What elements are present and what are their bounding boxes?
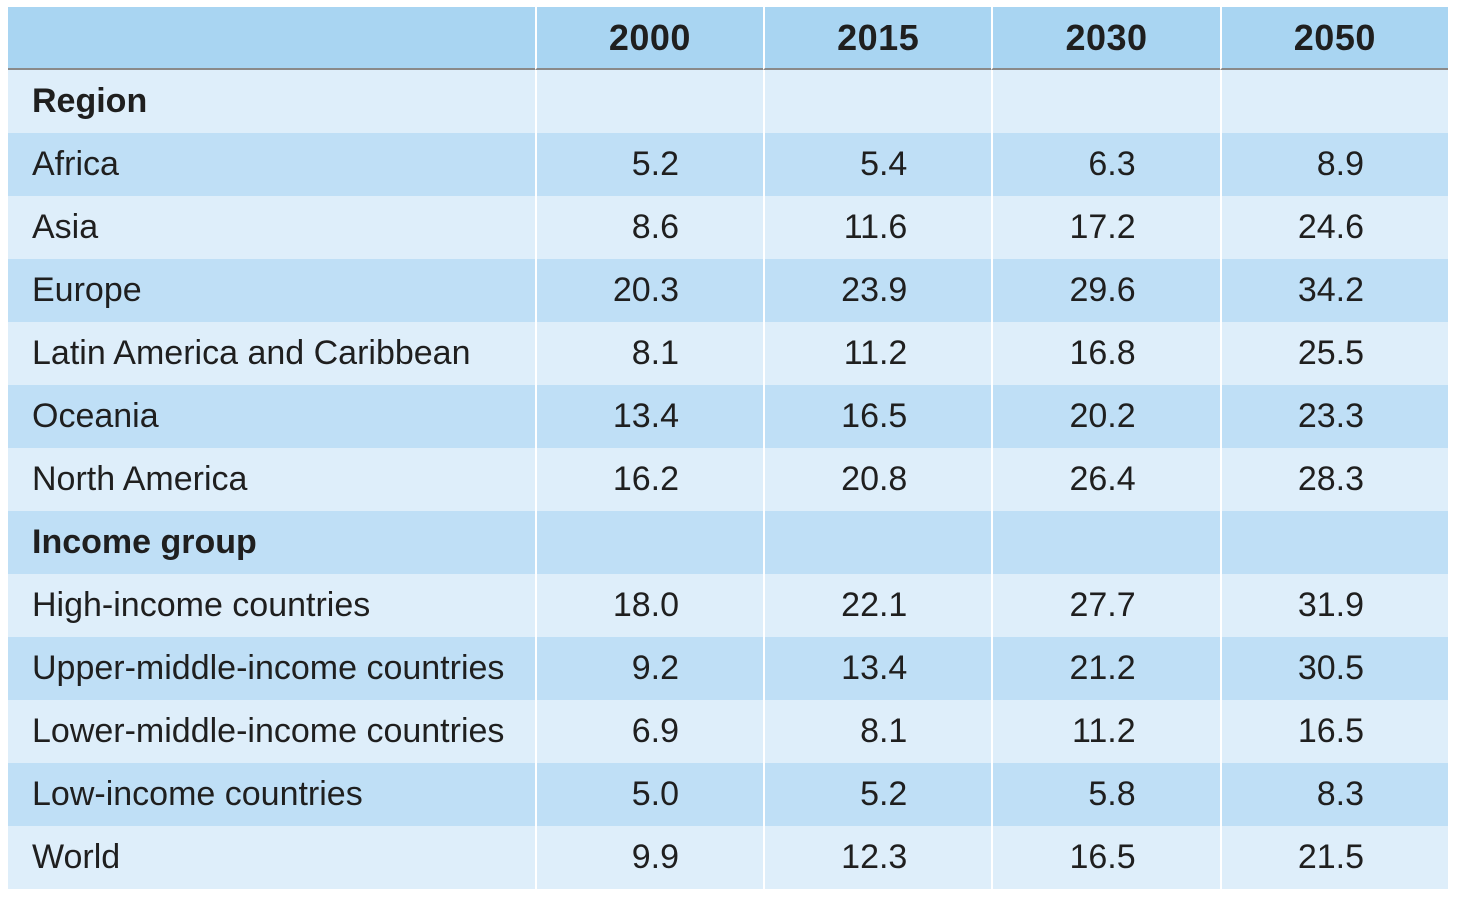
value-cell: 25.5 — [1219, 322, 1448, 385]
row-label: Oceania — [8, 385, 535, 448]
header-cell-year: 2015 — [763, 7, 992, 70]
value-cell: 5.2 — [534, 133, 764, 196]
value-cell: 13.4 — [534, 385, 764, 448]
row-label: World — [8, 826, 535, 889]
value-cell: 20.3 — [534, 259, 764, 322]
table-row: World 9.9 12.3 16.5 21.5 — [8, 826, 1448, 889]
value-cell: 8.1 — [534, 322, 764, 385]
table-row: High-income countries 18.0 22.1 27.7 31.9 — [8, 574, 1448, 637]
value-cell — [763, 511, 992, 574]
row-label: High-income countries — [8, 574, 535, 637]
row-label: Lower-middle-income countries — [8, 700, 535, 763]
data-table: 2000 2015 2030 2050 Region Africa 5.2 5.4 6.3 8.… — [8, 7, 1448, 889]
value-cell: 16.5 — [991, 826, 1220, 889]
value-cell: 8.3 — [1219, 763, 1448, 826]
value-cell: 23.3 — [1219, 385, 1448, 448]
value-cell: 9.9 — [534, 826, 764, 889]
value-cell: 18.0 — [534, 574, 764, 637]
value-cell: 11.2 — [763, 322, 992, 385]
value-cell — [1219, 511, 1448, 574]
value-cell: 31.9 — [1219, 574, 1448, 637]
value-cell: 28.3 — [1219, 448, 1448, 511]
value-cell: 11.6 — [763, 196, 992, 259]
value-cell: 5.2 — [763, 763, 992, 826]
value-cell: 8.9 — [1219, 133, 1448, 196]
value-cell: 16.5 — [1219, 700, 1448, 763]
value-cell: 5.8 — [991, 763, 1220, 826]
value-cell: 24.6 — [1219, 196, 1448, 259]
table-row: Oceania 13.4 16.5 20.2 23.3 — [8, 385, 1448, 448]
value-cell: 21.2 — [991, 637, 1220, 700]
value-cell: 11.2 — [991, 700, 1220, 763]
value-cell: 23.9 — [763, 259, 992, 322]
value-cell — [534, 511, 764, 574]
section-header-row: Income group — [8, 511, 1448, 574]
value-cell: 8.1 — [763, 700, 992, 763]
value-cell: 30.5 — [1219, 637, 1448, 700]
table-row: Low-income countries 5.0 5.2 5.8 8.3 — [8, 763, 1448, 826]
value-cell: 21.5 — [1219, 826, 1448, 889]
data-table-container: 2000 2015 2030 2050 Region Africa 5.2 5.4 6.3 8.… — [8, 7, 1448, 889]
table-row: Lower-middle-income countries 6.9 8.1 11.2 1… — [8, 700, 1448, 763]
value-cell: 5.4 — [763, 133, 992, 196]
table-row: Asia 8.6 11.6 17.2 24.6 — [8, 196, 1448, 259]
section-header-row: Region — [8, 70, 1448, 133]
value-cell — [763, 70, 992, 133]
value-cell: 16.5 — [763, 385, 992, 448]
value-cell: 12.3 — [763, 826, 992, 889]
value-cell: 5.0 — [534, 763, 764, 826]
header-cell-year: 2000 — [534, 7, 764, 70]
row-label: North America — [8, 448, 535, 511]
row-label: Upper-middle-income countries — [8, 637, 535, 700]
table-body: Region Africa 5.2 5.4 6.3 8.9 Asia 8.6 11.6 17.2 2… — [8, 70, 1448, 889]
header-row: 2000 2015 2030 2050 — [8, 7, 1448, 70]
value-cell: 16.8 — [991, 322, 1220, 385]
header-cell-label — [8, 7, 535, 70]
header-cell-year: 2050 — [1219, 7, 1448, 70]
table-row: Upper-middle-income countries 9.2 13.4 21.2… — [8, 637, 1448, 700]
value-cell — [1219, 70, 1448, 133]
table-row: Africa 5.2 5.4 6.3 8.9 — [8, 133, 1448, 196]
table-row: North America 16.2 20.8 26.4 28.3 — [8, 448, 1448, 511]
row-label: Low-income countries — [8, 763, 535, 826]
value-cell: 17.2 — [991, 196, 1220, 259]
value-cell: 29.6 — [991, 259, 1220, 322]
value-cell: 22.1 — [763, 574, 992, 637]
value-cell: 34.2 — [1219, 259, 1448, 322]
value-cell: 20.8 — [763, 448, 992, 511]
table-row: Latin America and Caribbean 8.1 11.2 16.8 25… — [8, 322, 1448, 385]
section-label: Region — [8, 70, 535, 133]
value-cell: 6.9 — [534, 700, 764, 763]
table-row: Europe 20.3 23.9 29.6 34.2 — [8, 259, 1448, 322]
row-label: Africa — [8, 133, 535, 196]
header-cell-year: 2030 — [991, 7, 1220, 70]
value-cell: 6.3 — [991, 133, 1220, 196]
row-label: Asia — [8, 196, 535, 259]
value-cell: 16.2 — [534, 448, 764, 511]
section-label: Income group — [8, 511, 535, 574]
value-cell: 9.2 — [534, 637, 764, 700]
value-cell: 20.2 — [991, 385, 1220, 448]
value-cell — [991, 511, 1220, 574]
value-cell: 27.7 — [991, 574, 1220, 637]
row-label: Europe — [8, 259, 535, 322]
value-cell — [534, 70, 764, 133]
value-cell — [991, 70, 1220, 133]
value-cell: 13.4 — [763, 637, 992, 700]
row-label: Latin America and Caribbean — [8, 322, 535, 385]
value-cell: 8.6 — [534, 196, 764, 259]
value-cell: 26.4 — [991, 448, 1220, 511]
